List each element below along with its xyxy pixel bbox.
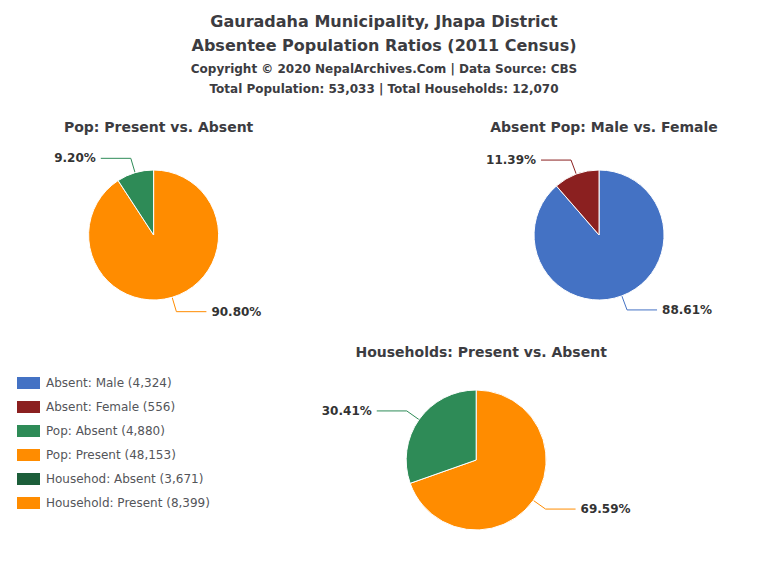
svg-text:90.80%: 90.80% bbox=[211, 305, 261, 319]
svg-text:Pop: Present (48,153): Pop: Present (48,153) bbox=[46, 448, 176, 462]
svg-text:Pop: Absent (4,880): Pop: Absent (4,880) bbox=[46, 424, 165, 438]
svg-text:Pop: Present vs. Absent: Pop: Present vs. Absent bbox=[64, 119, 254, 135]
svg-text:30.41%: 30.41% bbox=[322, 404, 372, 418]
svg-text:Absent: Male (4,324): Absent: Male (4,324) bbox=[46, 376, 172, 390]
svg-text:Copyright © 2020 NepalArchives: Copyright © 2020 NepalArchives.Com | Dat… bbox=[191, 62, 577, 76]
svg-text:11.39%: 11.39% bbox=[486, 153, 536, 167]
svg-text:Households: Present vs. Absent: Households: Present vs. Absent bbox=[355, 344, 607, 360]
svg-text:88.61%: 88.61% bbox=[662, 303, 712, 317]
svg-text:Absent Pop: Male vs. Female: Absent Pop: Male vs. Female bbox=[490, 119, 718, 135]
svg-text:69.59%: 69.59% bbox=[581, 502, 631, 516]
svg-text:9.20%: 9.20% bbox=[54, 151, 96, 165]
svg-text:Absent: Female (556): Absent: Female (556) bbox=[46, 400, 175, 414]
svg-text:Household: Present (8,399): Household: Present (8,399) bbox=[46, 496, 210, 510]
svg-text:Absentee Population Ratios (20: Absentee Population Ratios (2011 Census) bbox=[192, 36, 577, 55]
svg-text:Total Population: 53,033 | Tot: Total Population: 53,033 | Total Househo… bbox=[210, 82, 559, 96]
svg-text:Gauradaha Municipality, Jhapa: Gauradaha Municipality, Jhapa District bbox=[210, 12, 558, 31]
svg-text:Househod: Absent (3,671): Househod: Absent (3,671) bbox=[46, 472, 203, 486]
